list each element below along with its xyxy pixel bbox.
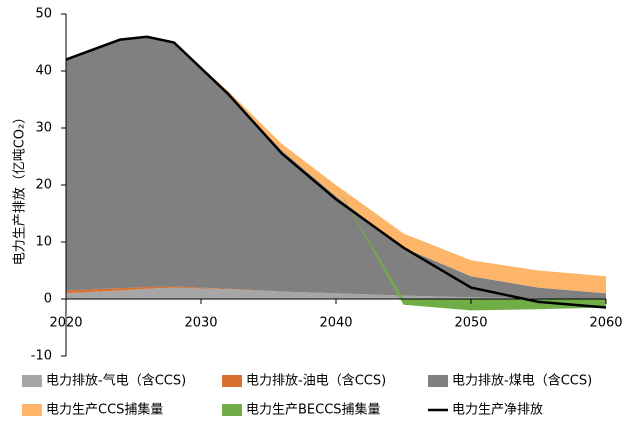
legend-swatch xyxy=(222,404,242,416)
legend-swatch xyxy=(222,375,242,387)
legend-label: 电力排放-煤电（含CCS) xyxy=(452,373,592,389)
legend-swatch xyxy=(428,375,448,387)
area xyxy=(66,36,606,300)
x-tick-label: 2040 xyxy=(319,316,352,331)
legend-swatch xyxy=(22,375,42,387)
y-tick-label: 10 xyxy=(35,235,52,250)
line xyxy=(65,35,607,309)
legend-swatch xyxy=(22,404,42,416)
legend-label: 电力生产CCS捕集量 xyxy=(46,402,163,418)
x-tick-label: 2030 xyxy=(184,316,217,331)
y-axis-label: 电力生产排放（亿吨CO₂） xyxy=(13,111,28,266)
y-tick-label: -10 xyxy=(31,349,52,364)
x-tick-label: 2020 xyxy=(49,316,82,331)
y-tick-label: 20 xyxy=(35,178,52,193)
legend-label: 电力排放-油电（含CCS) xyxy=(246,373,386,389)
y-tick-label: 30 xyxy=(35,121,52,136)
legend-label: 电力排放-气电（含CCS) xyxy=(46,373,186,389)
x-tick-label: 2060 xyxy=(589,316,622,331)
x-tick-label: 2050 xyxy=(454,316,487,331)
y-tick-label: 50 xyxy=(35,7,52,22)
legend-label: 电力生产净排放 xyxy=(452,403,543,418)
legend-label: 电力生产BECCS捕集量 xyxy=(246,402,381,418)
y-tick-label: 40 xyxy=(35,64,52,79)
y-tick-label: 0 xyxy=(44,292,52,307)
